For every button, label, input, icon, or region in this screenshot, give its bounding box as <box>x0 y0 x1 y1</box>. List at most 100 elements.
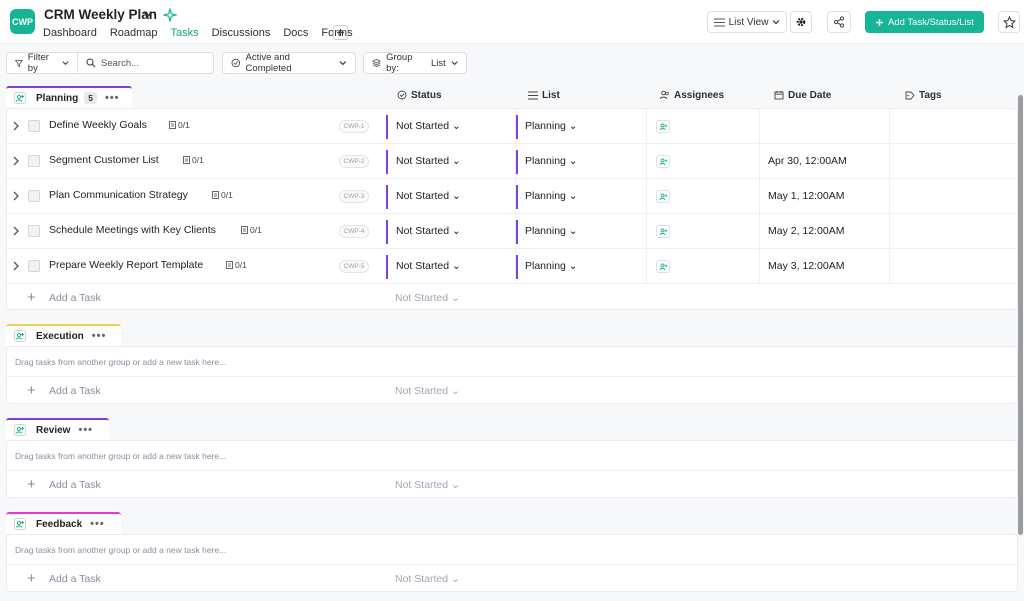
add-member-icon <box>14 330 26 342</box>
tab-forms[interactable]: Forms <box>321 27 353 39</box>
table-row[interactable]: Prepare Weekly Report Template 0/1 CWP-5… <box>7 249 1019 284</box>
subtask-count[interactable]: 0/1 <box>226 260 247 270</box>
status-filter-label: Active and Completed <box>245 52 292 74</box>
column-header-list[interactable]: List <box>528 85 560 105</box>
group-by-value: List <box>430 57 446 69</box>
add-assignee-button[interactable] <box>656 120 670 133</box>
task-checkbox[interactable] <box>28 260 40 272</box>
status-dropdown[interactable]: Not Started ⌄ <box>396 260 461 272</box>
group-header-review[interactable]: Review ••• <box>6 418 109 440</box>
tab-tasks[interactable]: Tasks <box>170 27 199 39</box>
default-status-dropdown[interactable]: Not Started ⌄ <box>395 385 460 397</box>
add-task-status-list-button[interactable]: Add Task/Status/List <box>865 11 984 33</box>
due-date[interactable]: May 1, 12:00AM <box>768 190 845 202</box>
add-task-row[interactable]: + Add a Task Not Started ⌄ <box>7 377 1019 405</box>
list-dropdown[interactable]: Planning ⌄ <box>525 225 578 237</box>
due-date[interactable]: Apr 30, 12:00AM <box>768 155 847 167</box>
column-header-list-label: List <box>542 89 560 101</box>
task-checkbox[interactable] <box>28 155 40 167</box>
more-options-icon[interactable]: ••• <box>91 330 107 342</box>
list-dropdown[interactable]: Planning ⌄ <box>525 120 578 132</box>
chevron-right-icon[interactable] <box>11 260 21 272</box>
task-name[interactable]: Define Weekly Goals <box>49 119 147 131</box>
due-date[interactable]: May 2, 12:00AM <box>768 225 845 237</box>
users-icon <box>660 90 669 100</box>
project-title[interactable]: CRM Weekly Plan <box>44 7 158 22</box>
status-dropdown[interactable]: Not Started ⌄ <box>396 225 461 237</box>
chevron-right-icon[interactable] <box>11 120 21 132</box>
task-checkbox[interactable] <box>28 225 40 237</box>
default-status-dropdown[interactable]: Not Started ⌄ <box>395 573 460 585</box>
more-options-icon[interactable]: ••• <box>78 424 94 436</box>
add-task-row[interactable]: + Add a Task Not Started ⌄ <box>7 284 1019 312</box>
chevron-right-icon[interactable] <box>11 155 21 167</box>
table-row[interactable]: Segment Customer List 0/1 CWP-2 Not Star… <box>7 144 1019 179</box>
default-status-dropdown[interactable]: Not Started ⌄ <box>395 292 460 304</box>
task-name[interactable]: Plan Communication Strategy <box>49 189 188 201</box>
subtask-count[interactable]: 0/1 <box>183 155 204 165</box>
chevron-down-icon[interactable] <box>142 8 154 20</box>
column-header-due-date[interactable]: Due Date <box>774 85 831 105</box>
column-header-assignees[interactable]: Assignees <box>660 85 724 105</box>
vertical-scrollbar[interactable] <box>1018 95 1023 535</box>
search-input[interactable]: Search... <box>77 52 214 74</box>
subtask-count[interactable]: 0/1 <box>212 190 233 200</box>
group-header-feedback[interactable]: Feedback ••• <box>6 512 121 534</box>
more-options-icon[interactable]: ••• <box>104 92 120 104</box>
list-dropdown[interactable]: Planning ⌄ <box>525 260 578 272</box>
add-assignee-button[interactable] <box>656 225 670 238</box>
due-date[interactable]: May 3, 12:00AM <box>768 260 845 272</box>
task-name[interactable]: Prepare Weekly Report Template <box>49 259 204 271</box>
chevron-right-icon[interactable] <box>11 190 21 202</box>
more-options-icon[interactable]: ••• <box>90 518 105 530</box>
subtask-icon <box>226 261 233 269</box>
add-assignee-button[interactable] <box>656 155 670 168</box>
status-dropdown[interactable]: Not Started ⌄ <box>396 155 461 167</box>
tab-docs[interactable]: Docs <box>283 27 309 39</box>
settings-button[interactable] <box>790 11 812 33</box>
tab-discussions[interactable]: Discussions <box>211 27 271 39</box>
tab-roadmap[interactable]: Roadmap <box>109 27 158 39</box>
group-header-planning[interactable]: Planning 5 ••• <box>6 86 132 108</box>
column-header-status[interactable]: Status <box>397 85 442 105</box>
status-dropdown[interactable]: Not Started ⌄ <box>396 190 461 202</box>
tab-dashboard[interactable]: Dashboard <box>43 27 97 39</box>
add-assignee-button[interactable] <box>656 190 670 203</box>
chevron-right-icon[interactable] <box>11 225 21 237</box>
add-tab-button[interactable] <box>333 25 348 40</box>
add-task-button[interactable]: Add a Task <box>49 385 101 397</box>
subtask-count[interactable]: 0/1 <box>169 120 190 130</box>
project-logo[interactable]: CWP <box>10 9 35 34</box>
sparkle-icon[interactable] <box>163 8 177 22</box>
share-button[interactable] <box>827 11 851 33</box>
task-checkbox[interactable] <box>28 120 40 132</box>
add-task-row[interactable]: + Add a Task Not Started ⌄ <box>7 471 1019 499</box>
task-checkbox[interactable] <box>28 190 40 202</box>
status-dropdown[interactable]: Not Started ⌄ <box>396 120 461 132</box>
view-switcher-button[interactable]: List View <box>707 11 787 33</box>
group-name: Execution <box>36 330 84 342</box>
search-placeholder: Search... <box>101 57 140 69</box>
table-row[interactable]: Define Weekly Goals 0/1 CWP-1 Not Starte… <box>7 109 1019 144</box>
add-assignee-button[interactable] <box>656 260 670 273</box>
task-name[interactable]: Schedule Meetings with Key Clients <box>49 224 216 236</box>
list-dropdown[interactable]: Planning ⌄ <box>525 190 578 202</box>
subtask-count-text: 0/1 <box>178 120 190 130</box>
column-header-tags[interactable]: Tags <box>905 85 942 105</box>
status-filter-dropdown[interactable]: Active and Completed <box>222 52 356 74</box>
list-dropdown[interactable]: Planning ⌄ <box>525 155 578 167</box>
task-name[interactable]: Segment Customer List <box>49 154 159 166</box>
add-task-button[interactable]: Add a Task <box>49 292 101 304</box>
add-task-button[interactable]: Add a Task <box>49 479 101 491</box>
status-color-bar <box>386 255 388 279</box>
add-task-button[interactable]: Add a Task <box>49 573 101 585</box>
table-row[interactable]: Schedule Meetings with Key Clients 0/1 C… <box>7 214 1019 249</box>
filter-by-button[interactable]: Filter by <box>6 52 78 74</box>
favorite-button[interactable] <box>998 11 1020 33</box>
group-by-dropdown[interactable]: Group by: List <box>363 52 467 74</box>
add-task-row[interactable]: + Add a Task Not Started ⌄ <box>7 565 1019 593</box>
subtask-count[interactable]: 0/1 <box>241 225 262 235</box>
group-header-execution[interactable]: Execution ••• <box>6 324 121 346</box>
default-status-dropdown[interactable]: Not Started ⌄ <box>395 479 460 491</box>
table-row[interactable]: Plan Communication Strategy 0/1 CWP-3 No… <box>7 179 1019 214</box>
